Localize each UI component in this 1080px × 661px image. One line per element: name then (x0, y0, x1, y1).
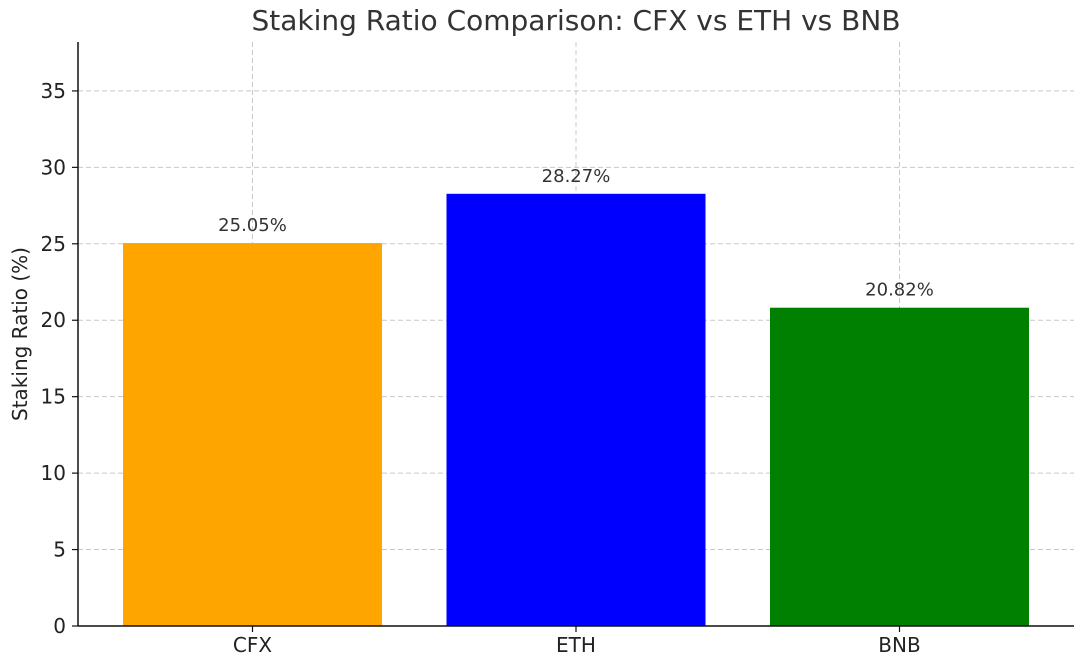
y-tick-label: 10 (41, 461, 66, 485)
bars (123, 193, 1029, 626)
y-tick-label: 15 (41, 385, 66, 409)
chart-title: Staking Ratio Comparison: CFX vs ETH vs … (251, 4, 900, 37)
x-tick-label-bnb: BNB (878, 633, 920, 657)
data-label-eth: 28.27% (542, 166, 611, 187)
data-label-cfx: 25.05% (218, 215, 287, 236)
y-tick-label: 20 (41, 308, 66, 332)
y-tick-label: 0 (53, 614, 66, 638)
bar-cfx (123, 243, 382, 626)
x-tick-label-eth: ETH (556, 633, 596, 657)
y-tick-label: 25 (41, 232, 66, 256)
bar-bnb (770, 307, 1029, 626)
data-label-bnb: 20.82% (865, 280, 934, 301)
y-axis-ticks: 0 5 10 15 20 25 30 35 (41, 79, 78, 638)
y-tick-label: 5 (53, 538, 66, 562)
x-tick-label-cfx: CFX (233, 633, 272, 657)
data-labels: 25.05% 28.27% 20.82% (218, 166, 934, 301)
x-axis-ticks: CFX ETH BNB (233, 626, 921, 657)
y-tick-label: 30 (41, 155, 66, 179)
y-tick-label: 35 (41, 79, 66, 103)
bar-eth (446, 193, 706, 626)
y-axis-label: Staking Ratio (%) (8, 247, 32, 421)
